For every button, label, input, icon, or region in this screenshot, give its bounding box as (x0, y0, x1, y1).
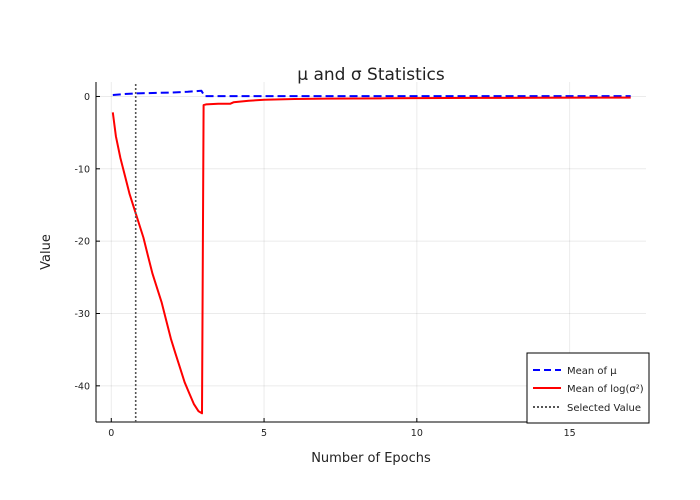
y-tick-label: -20 (74, 237, 90, 248)
ticks: 0 5 10 15 0 -10 -20 -30 -40 (74, 92, 575, 439)
x-axis-label: Number of Epochs (311, 451, 431, 466)
y-axis-label: Value (39, 234, 54, 270)
chart-title: μ and σ Statistics (297, 65, 445, 85)
x-tick-label: 15 (564, 428, 576, 439)
x-tick-label: 5 (261, 428, 267, 439)
legend-label-logvar: Mean of log(σ²) (567, 384, 644, 395)
y-tick-label: 0 (84, 92, 90, 103)
x-tick-label: 10 (411, 428, 423, 439)
legend: Mean of μ Mean of log(σ²) Selected Value (526, 352, 650, 424)
series-mean-logvar-line (111, 96, 631, 415)
legend-label-selected: Selected Value (567, 403, 641, 414)
legend-label-mu: Mean of μ (567, 366, 617, 377)
y-tick-label: -40 (74, 381, 90, 392)
y-tick-label: -30 (74, 309, 90, 320)
series-mean-mu-line (112, 89, 631, 98)
series (111, 82, 631, 422)
y-tick-label: -10 (74, 164, 90, 175)
x-tick-label: 0 (108, 428, 114, 439)
